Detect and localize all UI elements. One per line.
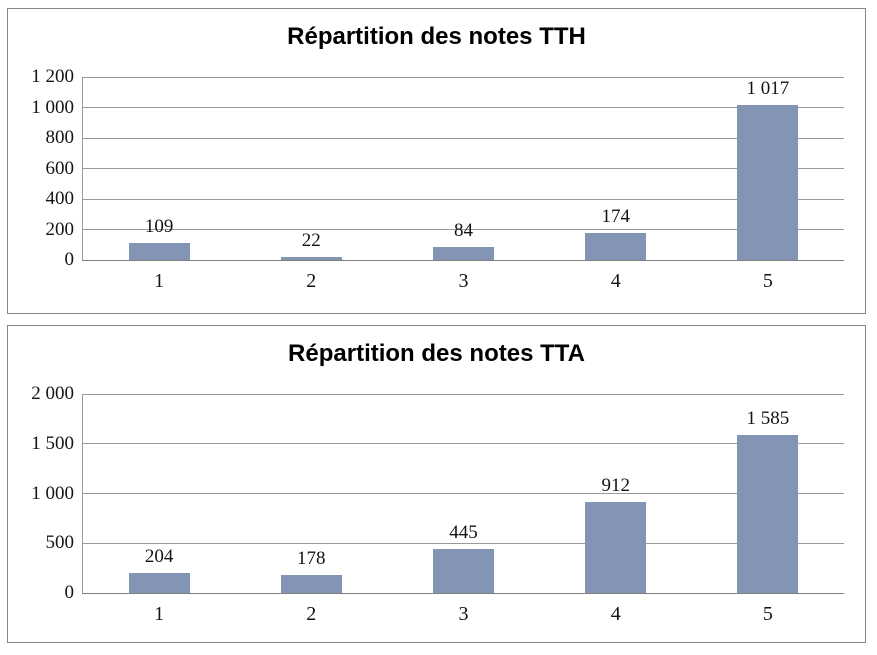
gridline bbox=[83, 137, 844, 139]
bar-value-label: 109 bbox=[144, 216, 174, 238]
x-category-label: 3 bbox=[458, 270, 469, 292]
gridline bbox=[83, 198, 844, 200]
chart-tta-plot-area: 0 500 1 000 1 500 2 000 204 1 178 2 445 3 912 4 1 585… bbox=[31, 383, 844, 625]
bar-category-3 bbox=[433, 548, 494, 593]
y-tick-label: 1 200 bbox=[31, 66, 74, 87]
bar-value-label: 178 bbox=[297, 548, 326, 570]
x-category-label: 1 bbox=[154, 270, 165, 292]
gridline bbox=[83, 229, 844, 231]
gridline bbox=[83, 107, 844, 108]
gridline bbox=[83, 168, 844, 169]
chart-tth-title: Répartition des notes TTH bbox=[287, 23, 586, 50]
bar-category-4 bbox=[585, 233, 647, 260]
chart-tta: Répartition des notes TTA 0 500 1 000 1 500… bbox=[7, 325, 866, 643]
bar-category-2 bbox=[280, 575, 342, 593]
x-category-label: 2 bbox=[306, 603, 317, 625]
x-category-label: 2 bbox=[306, 270, 317, 292]
bar-value-label: 204 bbox=[144, 545, 174, 567]
bar-category-3 bbox=[433, 247, 494, 260]
y-tick-label: 0 bbox=[64, 249, 75, 270]
bar-value-label: 912 bbox=[601, 475, 630, 497]
bar-category-5 bbox=[737, 104, 799, 260]
gridline bbox=[83, 443, 844, 445]
bar-category-1 bbox=[128, 243, 190, 260]
bar-value-label: 22 bbox=[301, 229, 321, 251]
y-tick-label: 1 500 bbox=[31, 432, 74, 454]
y-tick-label: 600 bbox=[45, 157, 75, 179]
bar-category-1 bbox=[128, 572, 190, 593]
y-tick-label: 200 bbox=[45, 218, 75, 240]
chart-tth-plot-area: 0 200 400 600 800 1 000 1 200 109 1 22 2 84 3 174 4 1 0… bbox=[31, 66, 844, 292]
gridline bbox=[83, 542, 844, 544]
y-tick-label: 800 bbox=[45, 127, 75, 148]
x-category-label: 3 bbox=[458, 603, 469, 625]
y-tick-label: 2 000 bbox=[31, 383, 74, 404]
y-tick-label: 1 000 bbox=[31, 96, 74, 118]
y-tick-label: 0 bbox=[64, 582, 75, 603]
gridline bbox=[83, 493, 844, 494]
bar-value-label: 84 bbox=[454, 220, 473, 242]
bar-category-5 bbox=[737, 435, 799, 593]
y-tick-label: 500 bbox=[45, 532, 75, 554]
bar-value-label: 1 017 bbox=[746, 77, 790, 99]
x-category-label: 4 bbox=[610, 270, 621, 292]
bar-value-label: 445 bbox=[449, 521, 478, 543]
chart-tta-title: Répartition des notes TTA bbox=[288, 340, 585, 367]
gridline bbox=[83, 393, 844, 395]
bar-category-2 bbox=[280, 256, 342, 260]
bar-value-label: 1 585 bbox=[746, 408, 790, 430]
bar-category-4 bbox=[585, 502, 647, 593]
gridline bbox=[83, 76, 844, 78]
y-tick-label: 400 bbox=[45, 188, 75, 209]
x-category-label: 1 bbox=[154, 603, 165, 625]
bar-value-label: 174 bbox=[601, 206, 630, 228]
x-category-label: 5 bbox=[762, 270, 773, 292]
x-category-label: 4 bbox=[610, 603, 621, 625]
x-category-label: 5 bbox=[762, 603, 773, 625]
y-tick-label: 1 000 bbox=[31, 482, 74, 504]
chart-tth: Répartition des notes TTH 0 200 400 600 800 1… bbox=[7, 8, 866, 314]
